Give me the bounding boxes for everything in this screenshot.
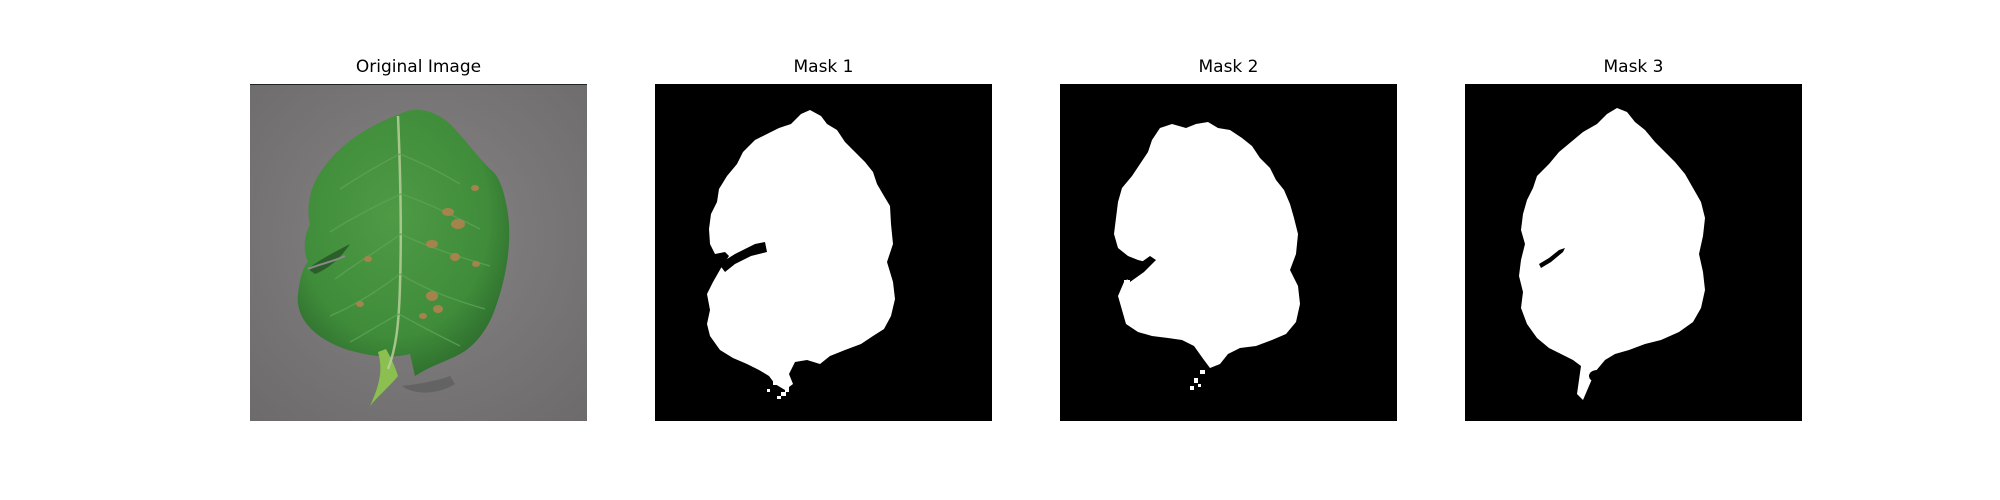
mask-1-region	[707, 110, 895, 390]
mask-1-panel: Mask 1	[655, 57, 992, 421]
mask-3-title: Mask 3	[1603, 57, 1664, 77]
original-image-panel: Original Image	[250, 57, 587, 421]
mask-3-panel: Mask 3	[1465, 57, 1802, 421]
mask-2-region	[1114, 122, 1300, 368]
mask-2-panel: Mask 2	[1060, 57, 1397, 421]
leaf-shape	[297, 109, 510, 376]
original-image-title: Original Image	[355, 57, 482, 77]
leaf-photo	[250, 84, 587, 421]
mask-3-image	[1465, 84, 1802, 421]
mask-3-region	[1519, 108, 1705, 400]
leaf-lesions	[356, 185, 480, 319]
mask-1-image	[655, 84, 992, 421]
mask-2-title: Mask 2	[1198, 57, 1259, 77]
mask-2-image	[1060, 84, 1397, 421]
mask-1-title: Mask 1	[793, 57, 854, 77]
